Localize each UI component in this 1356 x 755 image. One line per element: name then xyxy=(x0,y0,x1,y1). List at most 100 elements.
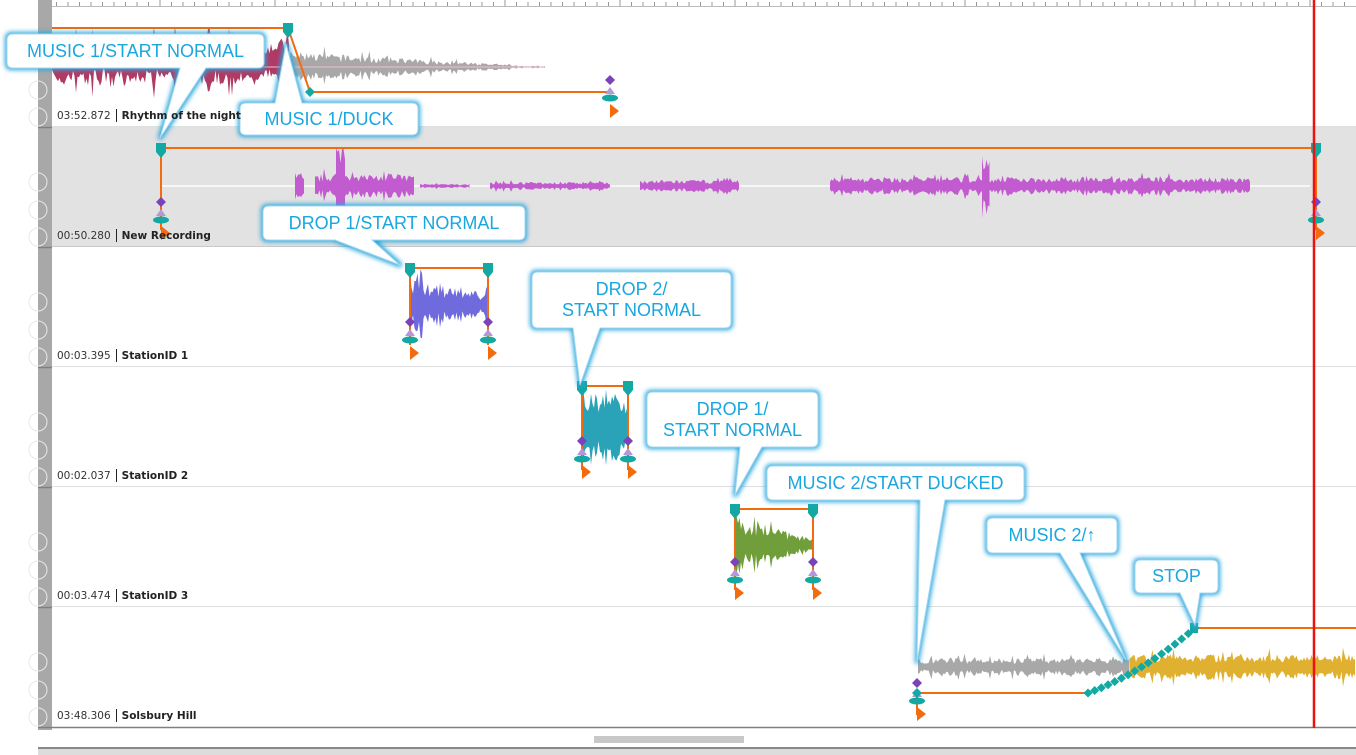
fade-triangle-icon[interactable] xyxy=(577,448,587,455)
envelope-point-icon[interactable] xyxy=(305,87,315,97)
play-next-marker-icon[interactable] xyxy=(582,465,591,479)
track-control-icon[interactable] xyxy=(28,347,48,367)
envelope-point-icon[interactable] xyxy=(1157,649,1167,659)
track-duration: 00:02.037 xyxy=(57,469,111,482)
overlap-marker-icon[interactable] xyxy=(1308,216,1324,224)
track-control-icon[interactable] xyxy=(28,200,48,220)
segue-diamond-icon[interactable] xyxy=(577,436,587,446)
play-next-marker-icon[interactable] xyxy=(917,707,926,721)
track-label: 00:50.280 New Recording xyxy=(57,229,211,242)
track-control-icon[interactable] xyxy=(28,412,48,432)
play-next-marker-icon[interactable] xyxy=(410,346,419,360)
fade-triangle-icon[interactable] xyxy=(156,209,166,216)
scrollbar-thumb[interactable] xyxy=(594,736,744,743)
envelope-point-icon[interactable] xyxy=(1083,688,1093,698)
cue-start-marker-icon[interactable] xyxy=(283,23,293,38)
envelope-point-icon[interactable] xyxy=(1110,677,1120,687)
envelope-point-icon[interactable] xyxy=(1090,685,1100,695)
track-name[interactable]: Solsbury Hill xyxy=(121,709,197,722)
track-name[interactable]: New Recording xyxy=(121,229,211,242)
volume-envelope-track-5[interactable] xyxy=(734,508,814,590)
cue-start-marker-icon[interactable] xyxy=(156,143,166,158)
envelope-point-icon[interactable] xyxy=(912,688,922,698)
volume-envelope-track-1[interactable] xyxy=(52,27,610,93)
segue-diamond-icon[interactable] xyxy=(912,678,922,688)
track-control-icon[interactable] xyxy=(28,587,48,607)
envelope-point-icon[interactable] xyxy=(1130,666,1140,676)
envelope-point-icon[interactable] xyxy=(1163,644,1173,654)
envelope-point-icon[interactable] xyxy=(1170,639,1180,649)
track-control-icon[interactable] xyxy=(28,467,48,487)
volume-envelope-track-3[interactable] xyxy=(409,267,489,345)
play-next-marker-icon[interactable] xyxy=(813,586,822,600)
envelope-point-icon[interactable] xyxy=(1116,673,1126,683)
segue-diamond-icon[interactable] xyxy=(405,317,415,327)
fade-triangle-icon[interactable] xyxy=(623,448,633,455)
track-control-icon[interactable] xyxy=(28,172,48,192)
segue-diamond-icon[interactable] xyxy=(808,557,818,567)
fade-triangle-icon[interactable] xyxy=(730,569,740,576)
horizontal-scrollbar[interactable] xyxy=(38,748,1356,755)
overlap-marker-icon[interactable] xyxy=(480,336,496,344)
track-header-strip xyxy=(38,0,52,730)
play-next-marker-icon[interactable] xyxy=(488,346,497,360)
fade-triangle-icon[interactable] xyxy=(483,329,493,336)
envelope-point-icon[interactable] xyxy=(1150,653,1160,663)
volume-envelope-track-4[interactable] xyxy=(581,385,629,470)
envelope-point-icon[interactable] xyxy=(1096,683,1106,693)
overlap-marker-icon[interactable] xyxy=(620,455,636,463)
overlap-marker-icon[interactable] xyxy=(602,94,618,102)
stop-marker-icon[interactable] xyxy=(1190,623,1198,633)
callout-bubble xyxy=(531,271,732,386)
callout-bubble xyxy=(646,391,819,496)
track-control-icon[interactable] xyxy=(28,227,48,247)
overlap-marker-icon[interactable] xyxy=(909,697,925,705)
cue-start-marker-icon[interactable] xyxy=(730,504,740,519)
segue-diamond-icon[interactable] xyxy=(730,557,740,567)
track-control-icon[interactable] xyxy=(28,292,48,312)
overlap-marker-icon[interactable] xyxy=(727,576,743,584)
track-control-icon[interactable] xyxy=(28,680,48,700)
cue-start-marker-icon[interactable] xyxy=(405,263,415,278)
envelope-point-icon[interactable] xyxy=(1177,634,1187,644)
track-name[interactable]: StationID 1 xyxy=(121,349,189,362)
segue-diamond-icon[interactable] xyxy=(605,75,615,85)
track-control-icon[interactable] xyxy=(28,532,48,552)
segue-diamond-icon[interactable] xyxy=(623,436,633,446)
track-control-icon[interactable] xyxy=(28,652,48,672)
play-next-marker-icon[interactable] xyxy=(610,104,619,118)
track-control-icon[interactable] xyxy=(28,320,48,340)
volume-envelope-track-2[interactable] xyxy=(160,147,1317,230)
track-name[interactable]: StationID 3 xyxy=(121,589,189,602)
segue-diamond-icon[interactable] xyxy=(483,317,493,327)
track-name[interactable]: StationID 2 xyxy=(121,469,189,482)
envelope-point-icon[interactable] xyxy=(1123,670,1133,680)
track-control-icon[interactable] xyxy=(28,707,48,727)
track-control-icon[interactable] xyxy=(28,107,48,127)
segue-diamond-icon[interactable] xyxy=(156,197,166,207)
overlap-marker-icon[interactable] xyxy=(805,576,821,584)
fade-triangle-icon[interactable] xyxy=(605,87,615,94)
fade-triangle-icon[interactable] xyxy=(405,329,415,336)
callout-bubble xyxy=(239,43,419,136)
cue-start-marker-icon[interactable] xyxy=(623,381,633,396)
envelope-point-icon[interactable] xyxy=(1137,662,1146,672)
overlap-marker-icon[interactable] xyxy=(153,216,169,224)
overlap-marker-icon[interactable] xyxy=(574,455,590,463)
overlap-marker-icon[interactable] xyxy=(402,336,418,344)
play-next-marker-icon[interactable] xyxy=(1316,226,1325,240)
play-next-marker-icon[interactable] xyxy=(161,226,170,240)
track-name[interactable]: Rhythm of the night xyxy=(121,109,241,122)
cue-start-marker-icon[interactable] xyxy=(808,504,818,519)
envelope-point-icon[interactable] xyxy=(1103,680,1113,690)
cue-start-marker-icon[interactable] xyxy=(483,263,493,278)
play-next-marker-icon[interactable] xyxy=(735,586,744,600)
track-control-icon[interactable] xyxy=(28,80,48,100)
fade-triangle-icon[interactable] xyxy=(808,569,818,576)
track-control-icon[interactable] xyxy=(28,440,48,460)
time-ruler[interactable] xyxy=(38,0,1356,7)
track-control-icon[interactable] xyxy=(28,560,48,580)
play-next-marker-icon[interactable] xyxy=(628,465,637,479)
envelope-point-icon[interactable] xyxy=(1143,658,1153,668)
